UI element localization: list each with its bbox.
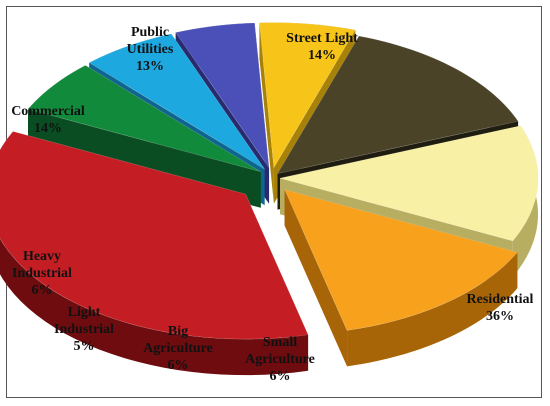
- label-light-industrial-line: 5%: [74, 339, 95, 354]
- label-commercial-line: 14%: [34, 121, 62, 136]
- slice-wall-heavy-industrial: [259, 22, 274, 204]
- label-commercial: Commercial 14%: [11, 104, 85, 136]
- slice-rim-residential: [0, 131, 309, 376]
- label-public-utilities-line: 13%: [136, 59, 164, 74]
- label-light-industrial-line: Industrial: [54, 322, 114, 337]
- label-small-agriculture-line: 6%: [270, 369, 291, 384]
- label-street-light: Street Light 14%: [286, 31, 358, 63]
- label-public-utilities-line: Public: [131, 25, 169, 40]
- slice-street-light: [284, 189, 518, 331]
- label-big-agriculture-line: Big: [168, 324, 188, 339]
- slice-public-utilities: [279, 125, 539, 242]
- slice-small-agriculture: [27, 65, 261, 173]
- slice-rim-street-light: [347, 252, 518, 367]
- slice-commercial: [276, 35, 519, 175]
- slice-wall-street-light: [284, 189, 348, 367]
- label-heavy-industrial-line: Heavy: [23, 249, 61, 264]
- label-public-utilities-line: Utilities: [127, 42, 174, 57]
- label-heavy-industrial-line: Industrial: [12, 266, 72, 281]
- label-light-industrial: Light Industrial 5%: [54, 305, 114, 354]
- label-street-light-line: 14%: [308, 48, 336, 63]
- label-public-utilities: Public Utilities 13%: [127, 25, 174, 74]
- label-commercial-line: Commercial: [11, 104, 85, 119]
- label-small-agriculture-line: Agriculture: [245, 352, 315, 367]
- slice-big-agriculture: [88, 33, 265, 170]
- label-heavy-industrial-line: 6%: [32, 283, 53, 298]
- slice-heavy-industrial: [259, 22, 356, 169]
- label-residential-line: Residential: [467, 292, 534, 307]
- label-light-industrial-line: Light: [68, 305, 101, 320]
- label-residential: Residential 36%: [467, 292, 534, 324]
- label-big-agriculture: Big Agriculture 6%: [143, 324, 213, 373]
- slice-light-industrial: [175, 22, 270, 168]
- label-small-agriculture-line: Small: [263, 335, 297, 350]
- label-street-light-line: Street Light: [286, 31, 358, 46]
- label-big-agriculture-line: Agriculture: [143, 341, 213, 356]
- slice-residential: [0, 131, 309, 340]
- label-heavy-industrial: Heavy Industrial 6%: [12, 249, 72, 298]
- label-small-agriculture: Small Agriculture 6%: [245, 335, 315, 384]
- label-big-agriculture-line: 6%: [168, 358, 189, 373]
- label-residential-line: 36%: [486, 309, 514, 324]
